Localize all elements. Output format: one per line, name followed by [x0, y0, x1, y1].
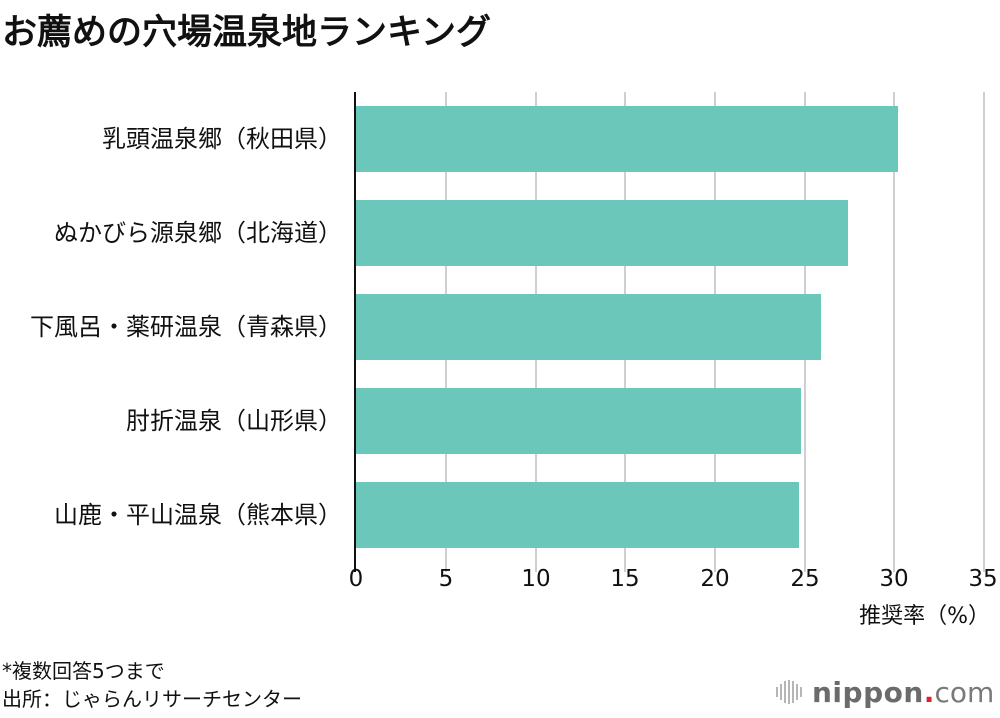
y-axis-line — [354, 92, 356, 572]
logo-tld: com — [934, 675, 995, 709]
gridline — [983, 92, 985, 572]
category-label: 肘折温泉（山形県） — [126, 407, 342, 435]
bar — [356, 294, 821, 360]
x-tick: 30 — [879, 566, 909, 592]
category-label: 下風呂・薬研温泉（青森県） — [30, 313, 342, 341]
x-tick: 20 — [700, 566, 730, 592]
x-tick: 0 — [348, 566, 364, 592]
chart-title: お薦めの穴場温泉地ランキング — [2, 13, 491, 53]
x-tick: 25 — [790, 566, 820, 592]
nippon-logo: nippon. com — [776, 675, 995, 709]
logo-brand: nippon — [812, 675, 924, 709]
plot-area — [354, 92, 996, 572]
bar — [356, 106, 898, 172]
source-note: 出所：じゃらんリサーチセンター — [2, 687, 302, 711]
category-label: 乳頭温泉郷（秋田県） — [102, 125, 342, 153]
gridline — [893, 92, 895, 572]
x-tick: 15 — [610, 566, 640, 592]
x-tick: 5 — [438, 566, 454, 592]
footnote: *複数回答5つまで — [2, 659, 165, 683]
bar — [356, 388, 801, 454]
category-label: 山鹿・平山温泉（熊本県） — [54, 501, 342, 529]
logo-dot: . — [923, 675, 935, 709]
x-tick: 10 — [521, 566, 551, 592]
bar — [356, 482, 800, 548]
bar — [356, 200, 848, 266]
logo-waveform-icon — [776, 680, 802, 704]
x-tick: 35 — [968, 566, 998, 592]
x-axis-label: 推奨率（%） — [859, 604, 990, 629]
category-label: ぬかびら源泉郷（北海道） — [54, 219, 342, 247]
